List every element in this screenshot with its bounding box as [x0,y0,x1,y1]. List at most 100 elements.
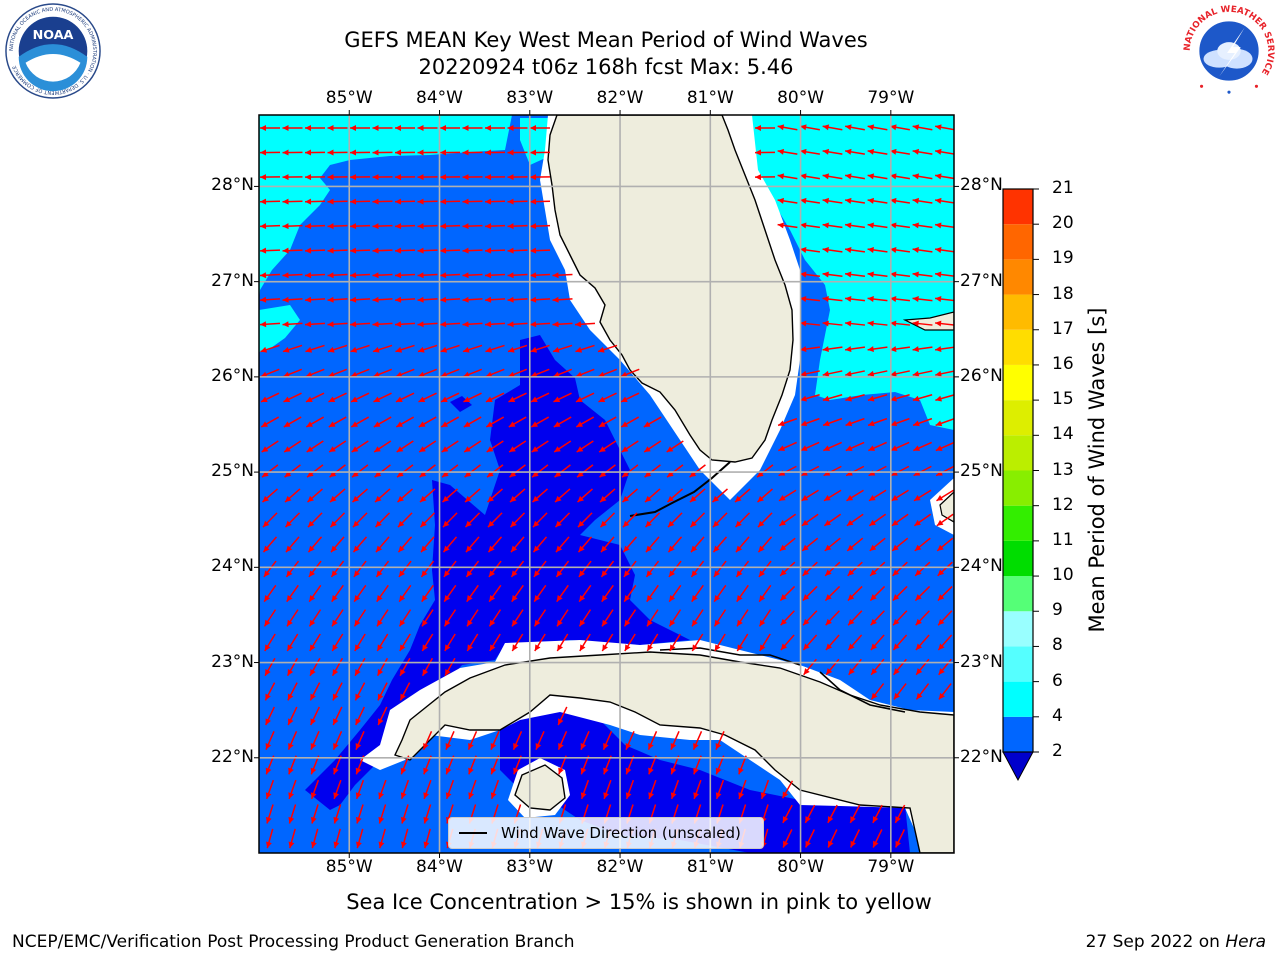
wave-direction-arrow [304,198,326,205]
wave-direction-arrow [714,633,726,652]
lon-label-top: 85°W [325,88,373,108]
wave-direction-arrow [845,465,865,477]
wave-direction-arrow [310,731,320,750]
wave-direction-arrow [648,755,657,775]
wave-direction-arrow [894,804,906,824]
wave-direction-arrow [377,706,388,726]
wave-direction-arrow [263,560,277,578]
wave-direction-arrow [375,560,390,578]
wave-direction-arrow [349,174,371,181]
wave-direction-arrow [625,779,635,800]
wave-direction-arrow [891,513,909,527]
wave-direction-arrow [439,198,461,205]
wave-direction-arrow [441,464,459,478]
wave-direction-arrow [282,198,303,205]
wave-direction-arrow [757,488,773,503]
wave-direction-arrow [484,149,506,156]
wave-direction-arrow [284,464,301,478]
wave-direction-arrow [355,804,364,824]
colorbar-tick-label: 4 [1052,705,1063,726]
wave-direction-arrow [693,779,702,800]
wave-direction-arrow [353,560,367,578]
wave-direction-arrow [935,465,954,477]
wave-direction-arrow [282,321,303,328]
wave-direction-arrow [845,370,865,377]
wave-direction-arrow [445,755,455,775]
wave-direction-arrow [353,609,367,627]
wave-direction-arrow [823,513,842,527]
producer-credit: NCEP/EMC/Verification Post Processing Pr… [12,932,575,952]
wave-direction-arrow [349,124,371,131]
wave-direction-arrow [372,247,393,254]
wave-direction-arrow [912,246,933,253]
wave-direction-arrow [487,536,503,553]
wave-direction-arrow [259,174,281,181]
wave-direction-arrow [355,731,365,750]
wave-direction-arrow [349,198,371,205]
wave-direction-arrow [847,561,863,577]
wave-direction-arrow [513,755,522,775]
wave-direction-arrow [601,584,614,603]
wave-direction-arrow [531,440,549,453]
wave-direction-arrow [529,272,551,279]
wave-direction-arrow [331,633,344,652]
wave-direction-arrow [439,247,461,254]
wave-direction-arrow [867,148,888,155]
wave-direction-arrow [308,584,322,603]
wave-direction-arrow [578,609,592,627]
wave-direction-arrow [351,464,369,478]
wave-direction-arrow [712,488,728,503]
wave-direction-arrow [332,731,343,750]
wave-direction-arrow [332,706,343,726]
wave-direction-arrow [529,124,551,131]
wave-direction-arrow [534,633,546,652]
wave-direction-arrow [777,173,798,180]
wave-direction-arrow [260,392,280,403]
lon-label-top: 80°W [777,88,825,108]
wave-direction-arrow [554,512,571,528]
wave-direction-arrow [529,223,551,230]
wave-direction-arrow [355,779,365,800]
wave-direction-arrow [330,536,345,553]
wave-direction-arrow [372,368,393,378]
wave-direction-arrow [869,561,886,577]
cuba-north-cays [659,647,906,713]
wave-direction-arrow [306,440,324,453]
wave-direction-arrow [376,584,389,603]
wave-direction-arrow [285,560,300,578]
wave-direction-arrow [440,392,460,403]
wave-direction-arrow [598,416,617,428]
wave-direction-arrow [395,344,415,353]
wave-direction-arrow [689,488,706,503]
wave-direction-arrow [423,828,431,849]
period-under-2-zone-patch [450,396,472,412]
wave-direction-arrow [575,344,595,353]
wave-direction-arrow [758,560,772,578]
wave-direction-arrow [670,779,680,800]
wave-direction-arrow [354,633,366,652]
wave-direction-arrow [355,706,365,726]
wave-direction-arrow [421,609,434,627]
wave-direction-arrow [507,223,528,230]
wave-direction-arrow [822,197,843,204]
wave-direction-arrow [264,633,276,652]
wave-direction-arrow [890,394,910,402]
colorbar-band [1003,470,1033,506]
wave-direction-arrow [488,609,502,627]
wave-direction-arrow [556,584,569,603]
wave-direction-arrow [484,247,506,254]
period-under-2-zone-south [500,708,910,853]
wave-direction-arrow [934,320,954,327]
wave-direction-arrow [869,585,886,602]
wave-direction-arrow [442,536,458,553]
wave-direction-arrow [399,682,411,701]
wave-direction-arrow [579,633,591,652]
wave-direction-arrow [845,417,865,427]
wave-direction-arrow [462,124,483,131]
wave-direction-arrow [266,828,274,849]
wave-direction-arrow [286,609,299,627]
wave-direction-arrow [846,489,864,502]
wave-direction-arrow [507,198,528,205]
wave-direction-arrow [529,174,551,181]
wave-direction-arrow [597,344,618,353]
